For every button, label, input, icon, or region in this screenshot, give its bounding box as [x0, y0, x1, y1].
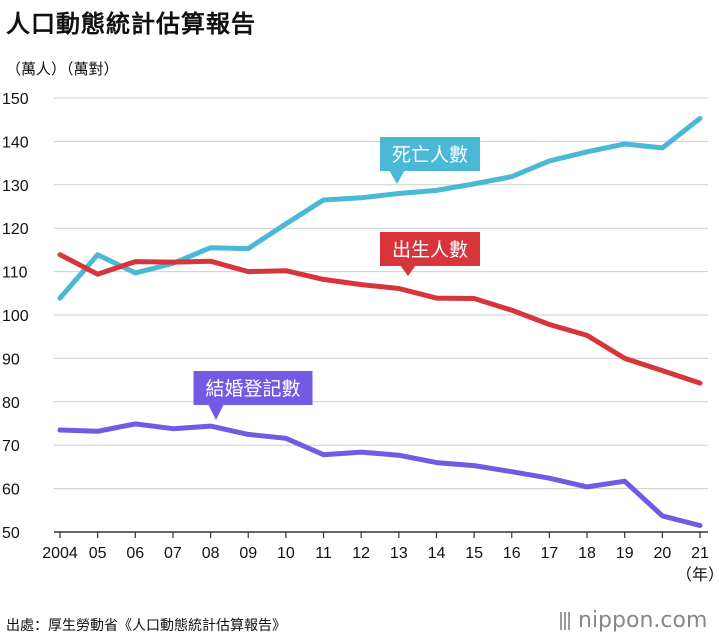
- y-tick-label-50: 50: [2, 525, 20, 542]
- y-tick-label-140: 140: [2, 134, 29, 151]
- y-tick-label-110: 110: [2, 265, 28, 282]
- x-tick-label-2004: 2004: [42, 545, 78, 562]
- series-label-box-1: [380, 232, 480, 266]
- series-lines: [57, 115, 703, 528]
- logo-text: nippon.com: [578, 608, 708, 633]
- gridlines: [54, 97, 708, 533]
- source-note: 出處：厚生勞動省《人口動態統計估算報告》: [6, 618, 286, 634]
- y-tick-label-100: 100: [2, 308, 29, 325]
- x-tick-label-18: 18: [578, 545, 596, 562]
- series-label-box-2: [193, 371, 313, 405]
- series-label-0: 死亡人數: [380, 137, 480, 184]
- x-axis-unit-label: （年）: [676, 566, 719, 584]
- x-tick-label-09: 09: [239, 545, 257, 562]
- series-label-text-2: 結婚登記數: [205, 378, 300, 400]
- series-label-box-0: [380, 137, 480, 171]
- x-tick-label-08: 08: [202, 545, 220, 562]
- y-tick-label-60: 60: [2, 482, 20, 499]
- x-tick-label-13: 13: [390, 545, 408, 562]
- series-label-1: 出生人數: [380, 232, 480, 276]
- x-tick-label-17: 17: [541, 545, 559, 562]
- y-tick-label-150: 150: [2, 91, 29, 108]
- x-tick-label-20: 20: [653, 545, 671, 562]
- y-tick-label-130: 130: [2, 178, 29, 195]
- x-tick-labels: 2004 05 06 07 08 09 10 11 12 13 14 15 16 17 18 19 20 21 （年…: [42, 532, 719, 584]
- page-title: 人口動態統計估算報告: [6, 10, 256, 38]
- x-tick-label-07: 07: [164, 545, 182, 562]
- x-tick-label-05: 05: [89, 545, 107, 562]
- series-line-2: [57, 421, 703, 528]
- x-tick-label-12: 12: [352, 545, 370, 562]
- logo-bars-icon: [560, 611, 572, 630]
- series-label-pointer-2: [208, 404, 224, 420]
- series-label-2: 結婚登記數: [193, 371, 313, 420]
- x-tick-label-10: 10: [277, 545, 295, 562]
- line-chart: 50 60 70 80 90 100 110 120 130 140 150 2004 05 06 07 0…: [2, 91, 719, 584]
- series-line-0: [57, 115, 703, 301]
- series-label-pointer-0: [389, 170, 405, 184]
- series-label-text-0: 死亡人數: [392, 144, 468, 166]
- y-tick-label-120: 120: [2, 221, 29, 238]
- series-label-text-1: 出生人數: [392, 239, 468, 261]
- x-tick-label-14: 14: [428, 545, 446, 562]
- series-line-1: [57, 252, 703, 386]
- nippon-logo: nippon.com: [560, 608, 707, 633]
- y-tick-label-70: 70: [2, 438, 20, 455]
- x-tick-label-11: 11: [315, 545, 332, 562]
- x-tick-label-19: 19: [616, 545, 634, 562]
- x-tick-label-06: 06: [126, 545, 144, 562]
- x-tick-label-21: 21: [691, 545, 709, 562]
- y-axis-unit-label: （萬人）（萬對）: [6, 60, 119, 78]
- x-tick-label-15: 15: [465, 545, 483, 562]
- y-tick-label-80: 80: [2, 395, 20, 412]
- y-tick-labels: 50 60 70 80 90 100 110 120 130 140 150: [2, 91, 29, 542]
- x-tick-label-16: 16: [503, 545, 521, 562]
- y-tick-label-90: 90: [2, 351, 20, 368]
- series-label-pointer-1: [400, 265, 416, 276]
